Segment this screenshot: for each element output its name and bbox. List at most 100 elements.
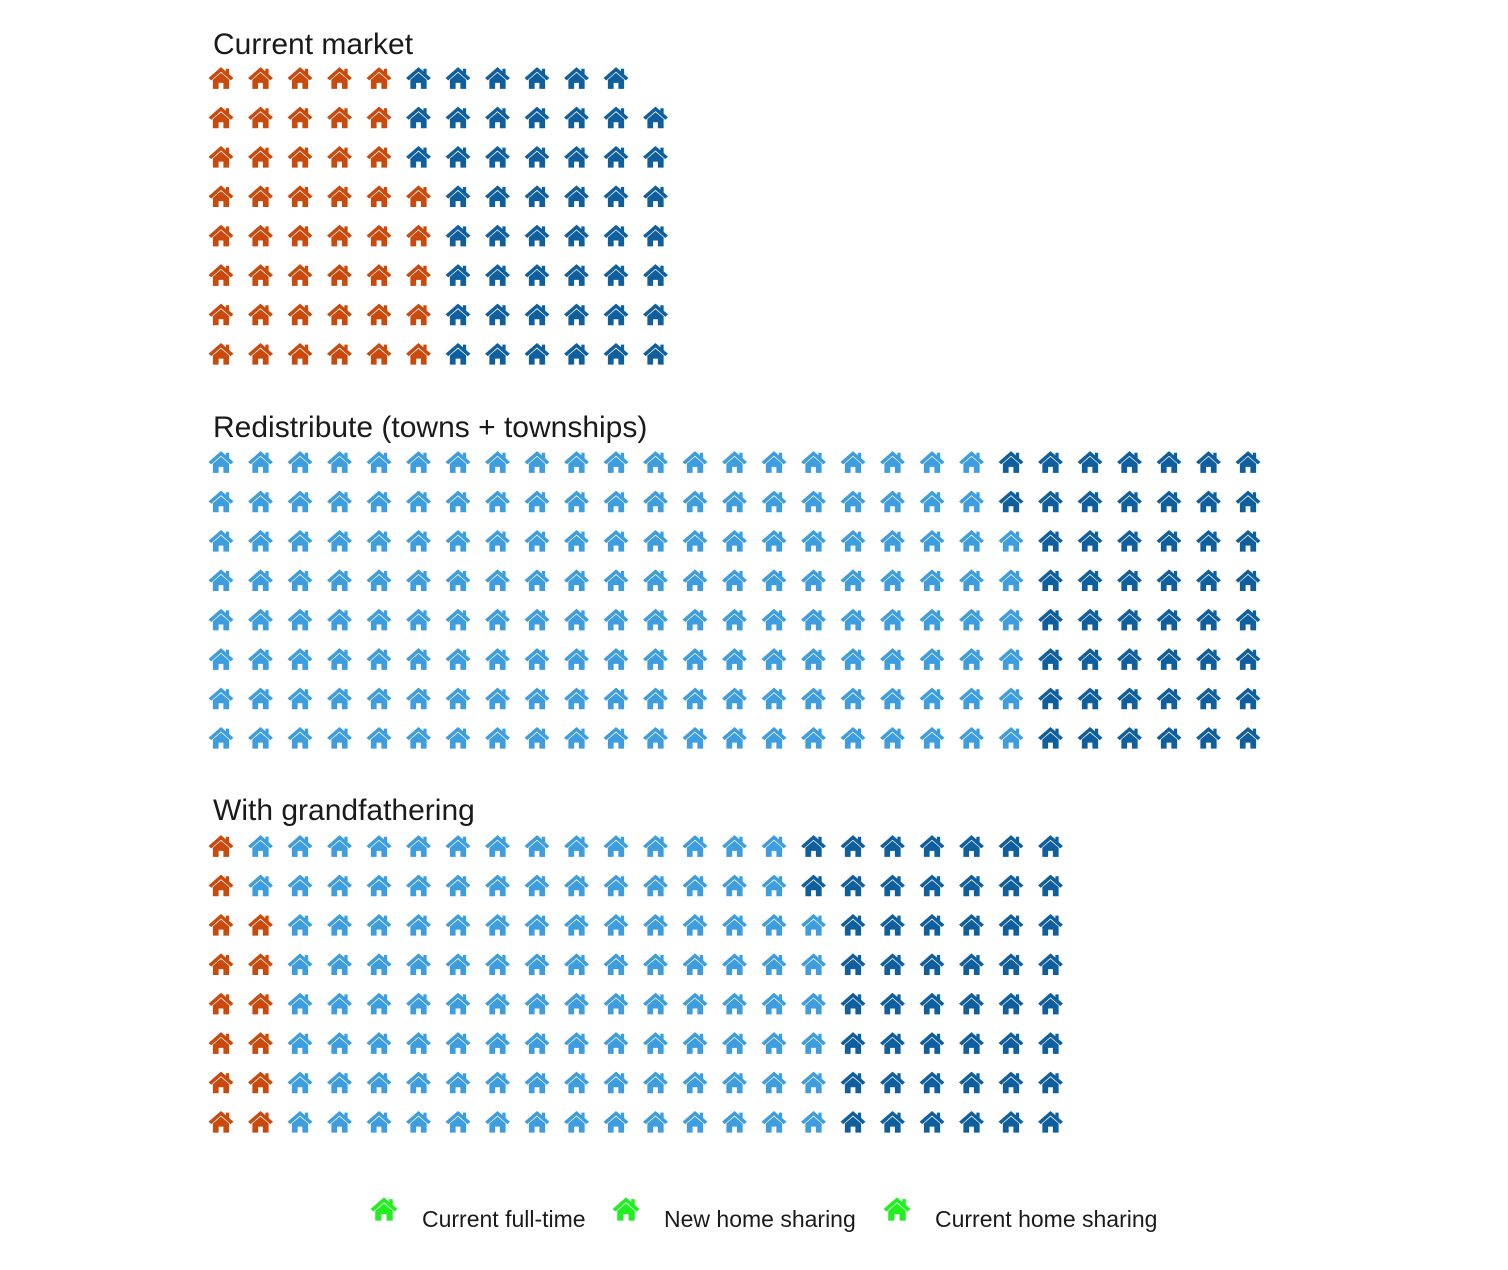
house-icon-new-home-sharing	[366, 687, 392, 710]
house-icon-current-home-sharing	[1117, 490, 1142, 513]
house-icon-current-full-time	[366, 106, 392, 129]
house-icon-new-home-sharing	[485, 913, 510, 936]
house-icon-new-home-sharing	[722, 1032, 747, 1054]
house-icon-current-home-sharing	[564, 224, 589, 247]
house-icon-new-home-sharing	[998, 608, 1024, 631]
house-icon-new-home-sharing	[722, 726, 747, 749]
house-icon-current-home-sharing	[603, 264, 629, 286]
house-icon-current-home-sharing	[840, 874, 866, 897]
legend-label: New home sharing	[664, 1206, 856, 1232]
house-icon-new-home-sharing	[919, 608, 945, 631]
house-icon-current-home-sharing	[524, 106, 550, 129]
house-icon-current-home-sharing	[1156, 529, 1182, 552]
house-icon-new-home-sharing	[327, 953, 352, 976]
house-icon-current-full-time	[406, 342, 431, 365]
house-icon-new-home-sharing	[761, 451, 787, 473]
house-icon-new-home-sharing	[603, 608, 629, 631]
house-icon-current-home-sharing	[643, 185, 668, 208]
house-icon-new-home-sharing	[959, 569, 984, 592]
house-icon-current-full-time	[248, 342, 273, 365]
house-icon-new-home-sharing	[406, 913, 431, 936]
house-icon-current-home-sharing	[485, 342, 510, 365]
house-icon-current-home-sharing	[840, 953, 866, 976]
house-icon-current-home-sharing	[840, 992, 866, 1015]
house-icon-new-home-sharing	[287, 490, 313, 513]
house-icon-new-home-sharing	[682, 1071, 708, 1094]
house-icon-current-full-time	[287, 67, 313, 89]
house-icon-new-home-sharing	[287, 687, 313, 710]
house-icon-new-home-sharing	[722, 913, 747, 936]
house-icon-new-home-sharing	[919, 648, 945, 670]
house-icon-new-home-sharing	[327, 490, 352, 513]
house-icon-current-home-sharing	[603, 224, 629, 247]
house-icon-new-home-sharing	[761, 1071, 787, 1094]
house-icon-current-full-time	[287, 224, 313, 247]
house-icon-new-home-sharing	[327, 992, 352, 1015]
house-icon-new-home-sharing	[722, 953, 747, 976]
house-icon-new-home-sharing	[761, 608, 787, 631]
house-icon-new-home-sharing	[880, 726, 905, 749]
house-icon-new-home-sharing	[801, 1032, 826, 1054]
house-icon-new-home-sharing	[682, 874, 708, 897]
house-icon-current-home-sharing	[1077, 569, 1103, 592]
house-icon-current-full-time	[208, 67, 234, 89]
house-icon-new-home-sharing	[366, 608, 392, 631]
house-icon-new-home-sharing	[998, 569, 1024, 592]
house-icon-new-home-sharing	[564, 648, 589, 670]
house-icon-new-home-sharing	[682, 529, 708, 552]
house-icon-new-home-sharing	[287, 1032, 313, 1054]
house-icon-new-home-sharing	[524, 1110, 550, 1133]
house-icon-current-home-sharing	[959, 1071, 984, 1094]
house-icon-current-home-sharing	[485, 145, 510, 168]
house-icon-current-home-sharing	[998, 490, 1024, 513]
house-icon-new-home-sharing	[248, 835, 273, 857]
house-icon-new-home-sharing	[643, 913, 668, 936]
house-icon-current-home-sharing	[603, 145, 629, 168]
house-icon-current-full-time	[208, 106, 234, 129]
house-icon-current-home-sharing	[998, 835, 1024, 857]
house-icon-new-home-sharing	[287, 874, 313, 897]
house-icon-new-home-sharing	[564, 569, 589, 592]
house-icon-current-full-time	[327, 342, 352, 365]
house-icon-current-home-sharing	[603, 67, 629, 89]
house-icon-current-full-time	[287, 342, 313, 365]
house-icon-new-home-sharing	[722, 648, 747, 670]
house-icon-current-home-sharing	[1077, 490, 1103, 513]
house-icon-new-home-sharing	[445, 569, 471, 592]
house-icon-new-home-sharing	[880, 608, 905, 631]
house-icon-current-home-sharing	[880, 953, 905, 976]
legend-house-icon	[370, 1197, 398, 1221]
house-icon-new-home-sharing	[366, 1032, 392, 1054]
house-icon-current-full-time	[366, 224, 392, 247]
house-icon-new-home-sharing	[682, 913, 708, 936]
house-icon-current-full-time	[248, 145, 273, 168]
house-icon-new-home-sharing	[208, 569, 234, 592]
house-icon-current-home-sharing	[880, 1071, 905, 1094]
house-icon-new-home-sharing	[840, 687, 866, 710]
house-icon-new-home-sharing	[801, 913, 826, 936]
house-icon-current-home-sharing	[603, 303, 629, 326]
house-icon-new-home-sharing	[485, 529, 510, 552]
house-icon-current-home-sharing	[919, 953, 945, 976]
house-icon-new-home-sharing	[840, 648, 866, 670]
house-icon-new-home-sharing	[287, 529, 313, 552]
house-icon-new-home-sharing	[327, 451, 352, 473]
house-icon-new-home-sharing	[564, 874, 589, 897]
house-icon-new-home-sharing	[643, 529, 668, 552]
house-icon-current-home-sharing	[1156, 726, 1182, 749]
house-icon-new-home-sharing	[445, 992, 471, 1015]
house-icon-new-home-sharing	[524, 490, 550, 513]
house-icon-current-full-time	[366, 264, 392, 286]
house-icon-current-home-sharing	[445, 185, 471, 208]
house-icon-new-home-sharing	[682, 953, 708, 976]
house-icon-current-home-sharing	[1235, 451, 1261, 473]
house-icon-new-home-sharing	[485, 726, 510, 749]
house-icon-current-full-time	[366, 67, 392, 89]
house-icon-current-home-sharing	[1196, 569, 1221, 592]
house-icon-new-home-sharing	[880, 451, 905, 473]
house-icon-new-home-sharing	[603, 1032, 629, 1054]
house-icon-new-home-sharing	[643, 1032, 668, 1054]
house-icon-new-home-sharing	[801, 451, 826, 473]
house-icon-current-home-sharing	[1077, 529, 1103, 552]
house-icon-new-home-sharing	[248, 726, 273, 749]
